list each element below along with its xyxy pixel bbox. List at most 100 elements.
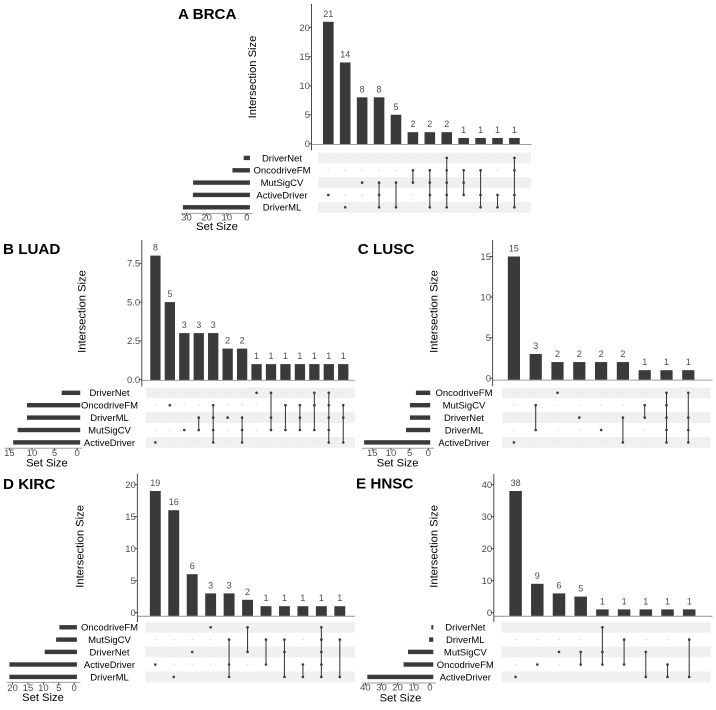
svg-text:6: 6 [190, 561, 195, 571]
svg-text:1: 1 [254, 351, 259, 361]
svg-text:5.0: 5.0 [127, 297, 140, 308]
svg-text:16: 16 [169, 497, 179, 507]
svg-text:10: 10 [482, 576, 493, 587]
svg-text:Intersection Size: Intersection Size [247, 36, 259, 119]
svg-text:1: 1 [283, 351, 288, 361]
svg-text:30: 30 [181, 213, 192, 224]
svg-text:19: 19 [150, 478, 160, 488]
svg-text:10: 10 [409, 682, 420, 693]
svg-text:1: 1 [642, 357, 647, 367]
svg-text:20: 20 [482, 544, 493, 555]
svg-text:38: 38 [511, 478, 521, 488]
svg-text:DriverNet: DriverNet [262, 153, 302, 164]
svg-text:5: 5 [131, 576, 136, 587]
svg-text:MutSigCV: MutSigCV [261, 178, 304, 189]
svg-text:8: 8 [360, 84, 365, 94]
svg-text:9: 9 [535, 571, 540, 581]
svg-text:2.5: 2.5 [127, 336, 140, 347]
svg-text:1: 1 [495, 125, 500, 135]
svg-text:0: 0 [427, 682, 432, 693]
svg-text:MutSigCV: MutSigCV [443, 401, 486, 412]
svg-text:5: 5 [52, 448, 57, 459]
svg-text:1: 1 [319, 593, 324, 603]
svg-text:DriverML: DriverML [446, 635, 485, 646]
svg-text:10: 10 [299, 81, 310, 92]
svg-text:2: 2 [599, 349, 604, 359]
svg-text:0: 0 [244, 213, 249, 224]
svg-text:20: 20 [125, 480, 136, 491]
svg-text:5: 5 [578, 584, 583, 594]
svg-text:0: 0 [131, 608, 136, 619]
svg-text:3: 3 [196, 320, 201, 330]
svg-text:3: 3 [182, 320, 187, 330]
svg-text:2: 2 [427, 119, 432, 129]
svg-text:ActiveDriver: ActiveDriver [440, 672, 491, 683]
svg-text:5: 5 [407, 448, 412, 459]
svg-text:8: 8 [377, 84, 382, 94]
svg-text:1: 1 [664, 357, 669, 367]
svg-text:5: 5 [56, 683, 61, 694]
svg-text:MutSigCV: MutSigCV [444, 647, 487, 658]
svg-text:Set Size: Set Size [380, 693, 422, 705]
svg-text:MutSigCV: MutSigCV [88, 425, 131, 436]
svg-text:OncodriveFM: OncodriveFM [437, 660, 494, 671]
svg-text:20: 20 [7, 683, 18, 694]
svg-text:1: 1 [687, 596, 692, 606]
svg-text:15: 15 [509, 244, 519, 254]
svg-text:A BRCA: A BRCA [178, 6, 237, 23]
svg-text:1: 1 [312, 351, 317, 361]
svg-text:0.0: 0.0 [127, 375, 140, 386]
svg-text:OncodriveFM: OncodriveFM [435, 388, 492, 399]
svg-text:15: 15 [480, 252, 491, 263]
svg-text:DriverNet: DriverNet [445, 623, 485, 634]
svg-text:1: 1 [282, 593, 287, 603]
svg-text:15: 15 [23, 683, 34, 694]
svg-text:2: 2 [225, 336, 230, 346]
svg-text:DriverML: DriverML [90, 672, 129, 683]
svg-text:1: 1 [686, 357, 691, 367]
svg-text:40: 40 [482, 480, 493, 491]
svg-text:ActiveDriver: ActiveDriver [438, 438, 489, 449]
svg-text:DriverNet: DriverNet [89, 647, 129, 658]
svg-text:0: 0 [74, 448, 79, 459]
svg-text:0: 0 [487, 608, 492, 619]
svg-text:2: 2 [555, 349, 560, 359]
svg-text:6: 6 [556, 580, 561, 590]
svg-text:15: 15 [299, 52, 310, 63]
svg-text:Set Size: Set Size [22, 692, 64, 704]
svg-text:5: 5 [486, 333, 491, 344]
svg-text:0: 0 [426, 448, 431, 459]
svg-text:1: 1 [297, 351, 302, 361]
svg-text:2: 2 [410, 119, 415, 129]
svg-text:1: 1 [622, 596, 627, 606]
svg-text:OncodriveFM: OncodriveFM [253, 166, 310, 177]
svg-text:1: 1 [665, 596, 670, 606]
svg-text:0: 0 [305, 139, 310, 150]
svg-text:B LUAD: B LUAD [3, 241, 60, 258]
svg-text:OncodriveFM: OncodriveFM [81, 623, 138, 634]
svg-text:8: 8 [153, 243, 158, 253]
svg-text:15: 15 [367, 448, 378, 459]
svg-text:3: 3 [227, 580, 232, 590]
svg-text:1: 1 [268, 351, 273, 361]
svg-text:Intersection Size: Intersection Size [76, 270, 88, 353]
svg-text:D KIRC: D KIRC [3, 476, 55, 493]
svg-text:ActiveDriver: ActiveDriver [84, 660, 135, 671]
svg-text:0: 0 [72, 683, 77, 694]
svg-text:ActiveDriver: ActiveDriver [256, 190, 307, 201]
svg-text:Set Size: Set Size [196, 221, 238, 233]
svg-text:5: 5 [305, 110, 310, 121]
svg-text:10: 10 [480, 292, 491, 303]
svg-text:10: 10 [27, 448, 38, 459]
svg-text:3: 3 [211, 320, 216, 330]
svg-text:3: 3 [533, 341, 538, 351]
svg-text:1: 1 [478, 125, 483, 135]
svg-text:Set Size: Set Size [377, 458, 419, 470]
svg-text:2: 2 [240, 336, 245, 346]
svg-text:1: 1 [341, 351, 346, 361]
svg-text:21: 21 [323, 9, 333, 19]
svg-text:1: 1 [512, 125, 517, 135]
svg-text:20: 20 [392, 682, 403, 693]
svg-text:1: 1 [600, 596, 605, 606]
svg-text:1: 1 [643, 596, 648, 606]
